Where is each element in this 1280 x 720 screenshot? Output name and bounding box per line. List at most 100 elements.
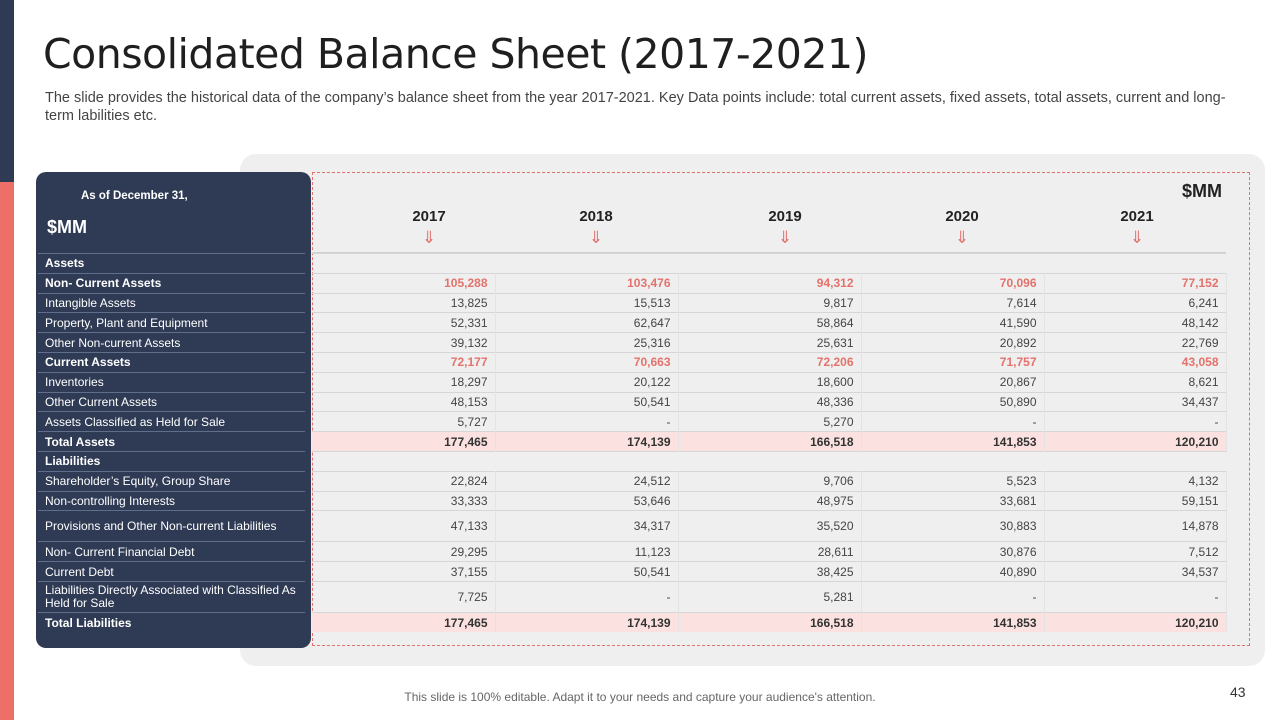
column-gap — [305, 542, 312, 562]
value-cell-2017: 29,295 — [312, 541, 496, 562]
value-cell-2017: 7,725 — [312, 580, 496, 613]
value-cell-2018: 53,646 — [495, 490, 679, 511]
value-cell-2021: 43,058 — [1044, 351, 1227, 373]
value-cell-2019: 28,611 — [678, 541, 862, 562]
table-row: Non-controlling Interests 33,333 53,646 48,… — [38, 490, 1227, 511]
value-cell-2021: 77,152 — [1044, 272, 1227, 294]
left-accent-bar-red — [0, 182, 14, 720]
as-of-label: As of December 31, — [81, 190, 188, 202]
year-header-2018: 2018 — [579, 208, 613, 225]
value-cell-2021: 6,241 — [1044, 292, 1227, 313]
row-label: Property, Plant and Equipment — [38, 312, 305, 333]
table-row: Other Current Assets 48,153 50,541 48,336 50… — [38, 391, 1227, 412]
value-cell-2018: 50,541 — [495, 561, 679, 582]
value-cell-2020: 141,853 — [861, 431, 1045, 452]
value-cell-2019: 9,817 — [678, 292, 862, 313]
value-cell-2017: 33,333 — [312, 490, 496, 511]
table-row: Non- Current Financial Debt 29,295 11,123 2… — [38, 541, 1227, 562]
table-row: Liabilities — [38, 450, 1226, 472]
down-arrow-icon: ⇓ — [954, 228, 970, 247]
column-gap — [305, 612, 312, 632]
table-row: Other Non-current Assets 39,132 25,316 25,6… — [38, 332, 1227, 353]
value-cell-2019: 166,518 — [678, 431, 862, 452]
value-cell-2018: 103,476 — [495, 272, 679, 294]
value-cell-2020: - — [861, 580, 1045, 613]
row-label: Current Assets — [38, 351, 305, 373]
value-cell-2020: 41,590 — [861, 312, 1045, 333]
value-cell-2017: 105,288 — [312, 272, 496, 294]
value-cell-2017: 177,465 — [312, 611, 496, 633]
column-gap — [305, 562, 312, 582]
value-cell-2017: 22,824 — [312, 470, 496, 492]
value-cell-2021: 48,142 — [1044, 312, 1227, 333]
table-row: Current Debt 37,155 50,541 38,425 40,890 34,5… — [38, 561, 1227, 582]
header-divider — [312, 252, 1226, 253]
value-cell-2017: 37,155 — [312, 561, 496, 582]
table-row: Assets Classified as Held for Sale 5,727-… — [38, 411, 1227, 432]
row-label: Shareholder’s Equity, Group Share — [38, 470, 305, 492]
value-cell-2020: - — [861, 411, 1045, 432]
left-accent-bar-dark — [0, 0, 14, 182]
value-cell-2021: 22,769 — [1044, 332, 1227, 353]
row-label: Inventories — [38, 371, 305, 393]
value-cell-2021: 8,621 — [1044, 371, 1227, 393]
row-label: Non-controlling Interests — [38, 490, 305, 511]
value-cell-2020: 30,876 — [861, 541, 1045, 562]
table-row: Property, Plant and Equipment 52,331 62,64… — [38, 312, 1227, 333]
column-gap — [305, 352, 312, 372]
unit-label-left: $MM — [47, 217, 87, 237]
value-cell-2021 — [1044, 253, 1226, 274]
value-cell-2017: 13,825 — [312, 292, 496, 313]
value-cell-2019: 72,206 — [678, 351, 862, 373]
year-header-2020: 2020 — [945, 208, 979, 225]
value-cell-2017: 177,465 — [312, 431, 496, 452]
value-cell-2019: 18,600 — [678, 371, 862, 393]
page-number: 43 — [1230, 684, 1246, 700]
row-label: Current Debt — [38, 561, 305, 582]
column-gap — [305, 333, 312, 353]
value-cell-2017: 18,297 — [312, 371, 496, 393]
down-arrow-icon: ⇓ — [588, 228, 604, 247]
table-row: Provisions and Other Non-current Liabili… — [38, 510, 1227, 542]
row-label: Other Non-current Assets — [38, 332, 305, 353]
column-gap — [305, 273, 312, 293]
value-cell-2020 — [861, 253, 1044, 274]
value-cell-2021: 120,210 — [1044, 431, 1227, 452]
down-arrow-icon: ⇓ — [421, 228, 437, 247]
column-gap — [305, 451, 312, 471]
year-header-2017: 2017 — [412, 208, 446, 225]
slide-footnote: This slide is 100% editable. Adapt it to… — [404, 690, 876, 704]
year-header-2021: 2021 — [1120, 208, 1154, 225]
row-label: Liabilities — [38, 450, 305, 472]
value-cell-2019: 94,312 — [678, 272, 862, 294]
value-cell-2018: 174,139 — [495, 611, 679, 633]
value-cell-2021: 14,878 — [1044, 510, 1227, 542]
value-cell-2018: 11,123 — [495, 541, 679, 562]
row-label: Assets — [38, 253, 305, 274]
row-label: Intangible Assets — [38, 292, 305, 313]
column-gap — [305, 471, 312, 491]
column-gap — [305, 432, 312, 452]
value-cell-2017 — [312, 450, 495, 472]
row-label: Total Assets — [38, 431, 305, 452]
value-cell-2021: 7,512 — [1044, 541, 1227, 562]
down-arrow-icon: ⇓ — [1129, 228, 1145, 247]
value-cell-2020: 30,883 — [861, 510, 1045, 542]
value-cell-2020: 20,867 — [861, 371, 1045, 393]
table-row: Non- Current Assets 105,288 103,476 94,312 7… — [38, 272, 1227, 294]
value-cell-2020: 70,096 — [861, 272, 1045, 294]
column-gap — [305, 491, 312, 511]
row-label: Assets Classified as Held for Sale — [38, 411, 305, 432]
column-gap — [305, 581, 312, 612]
value-cell-2020: 33,681 — [861, 490, 1045, 511]
value-cell-2019: 38,425 — [678, 561, 862, 582]
value-cell-2017: 52,331 — [312, 312, 496, 333]
value-cell-2018: 24,512 — [495, 470, 679, 492]
value-cell-2019: 48,336 — [678, 391, 862, 412]
value-cell-2019: 5,281 — [678, 580, 862, 613]
value-cell-2017: 39,132 — [312, 332, 496, 353]
column-gap — [305, 392, 312, 412]
table-row: Current Assets 72,177 70,663 72,206 71,757 43… — [38, 351, 1227, 373]
row-label: Total Liabilities — [38, 611, 305, 633]
column-gap — [305, 412, 312, 432]
